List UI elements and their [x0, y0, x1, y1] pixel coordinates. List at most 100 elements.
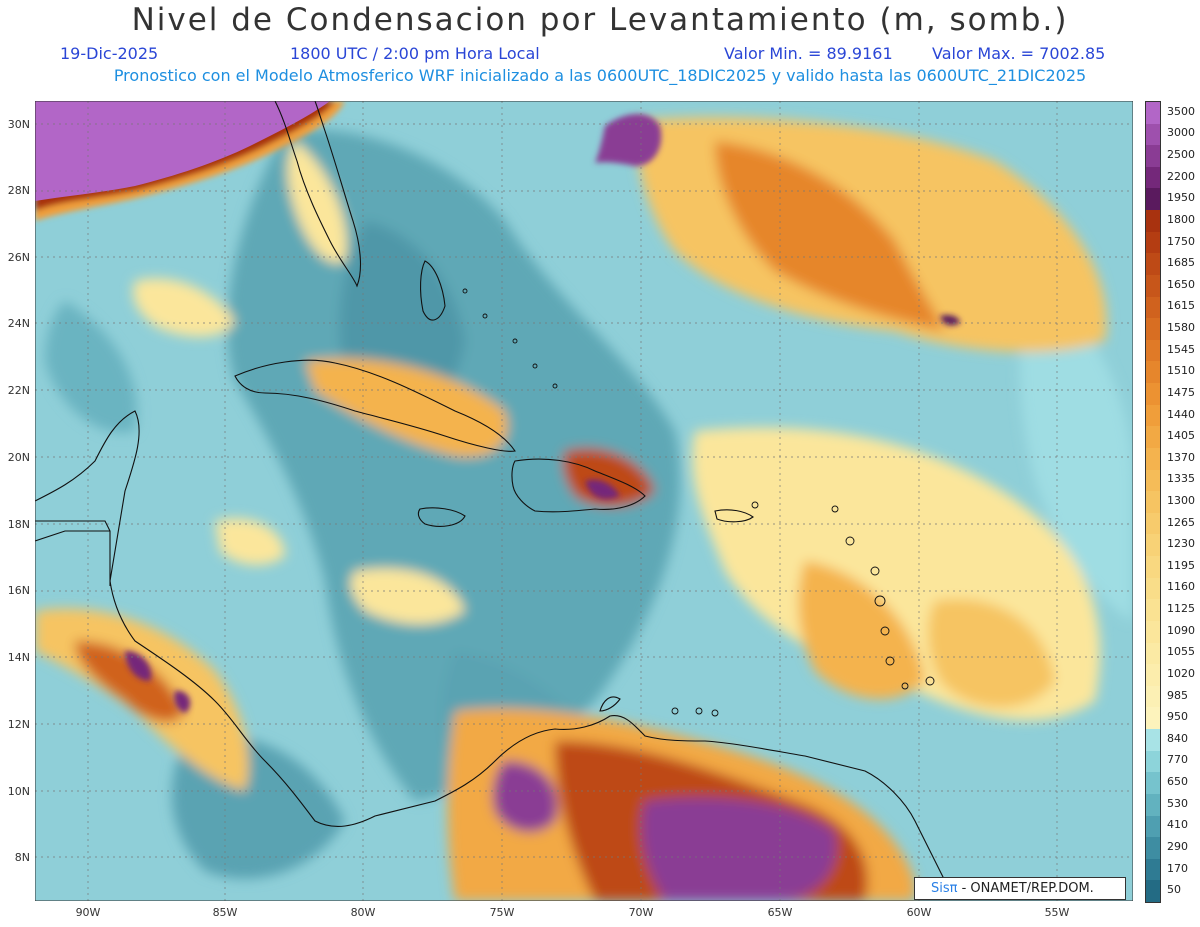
colorbar-swatch [1146, 858, 1160, 881]
colorbar-label: 1195 [1167, 558, 1195, 572]
islands [462, 288, 935, 717]
lat-label-12n: 12N [7, 718, 30, 731]
colorbar-swatch [1146, 426, 1160, 449]
colorbar-label: 770 [1167, 753, 1188, 767]
colorbar-swatch [1146, 447, 1160, 471]
colorbar-label: 2200 [1167, 169, 1195, 183]
colorbar-label: 1800 [1167, 212, 1195, 226]
colorbar-label: 1750 [1167, 234, 1195, 248]
colorbar-swatch [1146, 210, 1160, 233]
colorbar-swatch [1146, 880, 1160, 903]
colorbar-swatch [1146, 577, 1160, 600]
colorbar-swatch [1146, 166, 1160, 189]
forecast-time: 1800 UTC / 2:00 pm Hora Local [290, 44, 540, 63]
lon-label-90w: 90W [75, 906, 101, 919]
colorbar-label: 1055 [1167, 645, 1195, 659]
max-lcl-area [35, 101, 330, 201]
colorbar-swatch [1146, 296, 1160, 319]
colorbar-swatch [1146, 620, 1160, 644]
sispi-logo: Sisπ [931, 881, 958, 896]
colorbar-swatch [1146, 361, 1160, 384]
colorbar-label: 985 [1167, 688, 1188, 702]
colorbar-swatch [1146, 534, 1160, 557]
colorbar-label: 1475 [1167, 385, 1195, 399]
colorbar-label: 1545 [1167, 342, 1195, 356]
lon-label-80w: 80W [350, 906, 376, 919]
colorbar-label: 1160 [1167, 580, 1195, 594]
coastlines [35, 101, 946, 882]
colorbar-label: 1125 [1167, 602, 1195, 616]
lat-label-16n: 16N [7, 584, 30, 597]
colorbar-swatch [1146, 274, 1160, 298]
colorbar-label: 1950 [1167, 191, 1195, 205]
colorbar-label: 1405 [1167, 429, 1195, 443]
colorbar-swatch [1146, 491, 1160, 514]
colorbar-label: 1090 [1167, 623, 1195, 637]
colorbar-swatch [1146, 383, 1160, 406]
colorbar-swatch [1146, 837, 1160, 860]
colorbar-label: 1265 [1167, 515, 1195, 529]
lat-label-26n: 26N [7, 251, 30, 264]
field-shading [35, 117, 1133, 901]
lat-label-18n: 18N [7, 518, 30, 531]
colorbar-swatch [1146, 793, 1160, 816]
lon-label-55w: 55W [1044, 906, 1070, 919]
forecast-date: 19-Dic-2025 [60, 44, 159, 63]
colorbar-swatch [1146, 815, 1160, 838]
colorbar-swatch [1146, 685, 1160, 708]
colorbar-swatch [1146, 750, 1160, 773]
lcl-map [35, 101, 1133, 901]
colorbar-label: 170 [1167, 861, 1188, 875]
lon-label-70w: 70W [628, 906, 654, 919]
colorbar-swatch [1146, 729, 1160, 752]
colorbar-swatch [1146, 318, 1160, 341]
lat-label-14n: 14N [7, 651, 30, 664]
colorbar-label: 3500 [1167, 104, 1195, 118]
lat-label-24n: 24N [7, 317, 30, 330]
lon-label-60w: 60W [906, 906, 932, 919]
lat-label-30n: 30N [7, 118, 30, 131]
colorbar-swatch [1146, 772, 1160, 795]
colorbar-label: 1580 [1167, 321, 1195, 335]
colorbar-swatch [1146, 253, 1160, 276]
colorbar-label: 530 [1167, 796, 1188, 810]
colorbar-swatch [1146, 188, 1160, 211]
colorbar-label: 410 [1167, 818, 1188, 832]
colorbar-label: 840 [1167, 731, 1188, 745]
colorbar-swatch [1146, 599, 1160, 622]
colorbar-swatch [1146, 556, 1160, 579]
lat-label-28n: 28N [7, 184, 30, 197]
colorbar-swatch [1146, 469, 1160, 492]
colorbar-label: 1300 [1167, 494, 1195, 507]
colorbar-label: 2500 [1167, 148, 1195, 162]
lat-label-20n: 20N [7, 451, 30, 464]
colorbar-swatch [1146, 102, 1160, 125]
colorbar-label: 1440 [1167, 407, 1195, 421]
lat-label-10n: 10N [7, 785, 30, 798]
colorbar-label: 1230 [1167, 537, 1195, 551]
colorbar-label: 1615 [1167, 299, 1195, 313]
graticule [35, 101, 1133, 901]
colorbar-label: 1510 [1167, 364, 1195, 378]
colorbar-swatch [1146, 339, 1160, 362]
colorbar-swatch [1146, 512, 1160, 535]
lat-label-22n: 22N [7, 384, 30, 397]
colorbar-label: 1335 [1167, 472, 1195, 486]
colorbar-swatch [1146, 642, 1160, 665]
value-min: Valor Min. = 89.9161 [724, 44, 893, 63]
lat-label-8n: 8N [14, 851, 30, 864]
colorbar-swatch [1146, 145, 1160, 168]
colorbar-label: 950 [1167, 710, 1188, 724]
colorbar-label: 290 [1167, 839, 1188, 853]
credit-box: Sisπ - ONAMET/REP.DOM. [914, 877, 1126, 900]
lon-label-75w: 75W [489, 906, 515, 919]
map-title: Nivel de Condensacion por Levantamiento … [131, 2, 1069, 38]
model-info: Pronostico con el Modelo Atmosferico WRF… [113, 66, 1087, 85]
colorbar-label: 3000 [1167, 126, 1195, 140]
colorbar-label: 1650 [1167, 277, 1195, 291]
colorbar-swatch [1146, 123, 1160, 146]
colorbar-label: 50 [1167, 883, 1181, 897]
colorbar-label: 650 [1167, 775, 1188, 789]
value-max: Valor Max. = 7002.85 [932, 44, 1106, 63]
colorbar [1145, 101, 1161, 903]
